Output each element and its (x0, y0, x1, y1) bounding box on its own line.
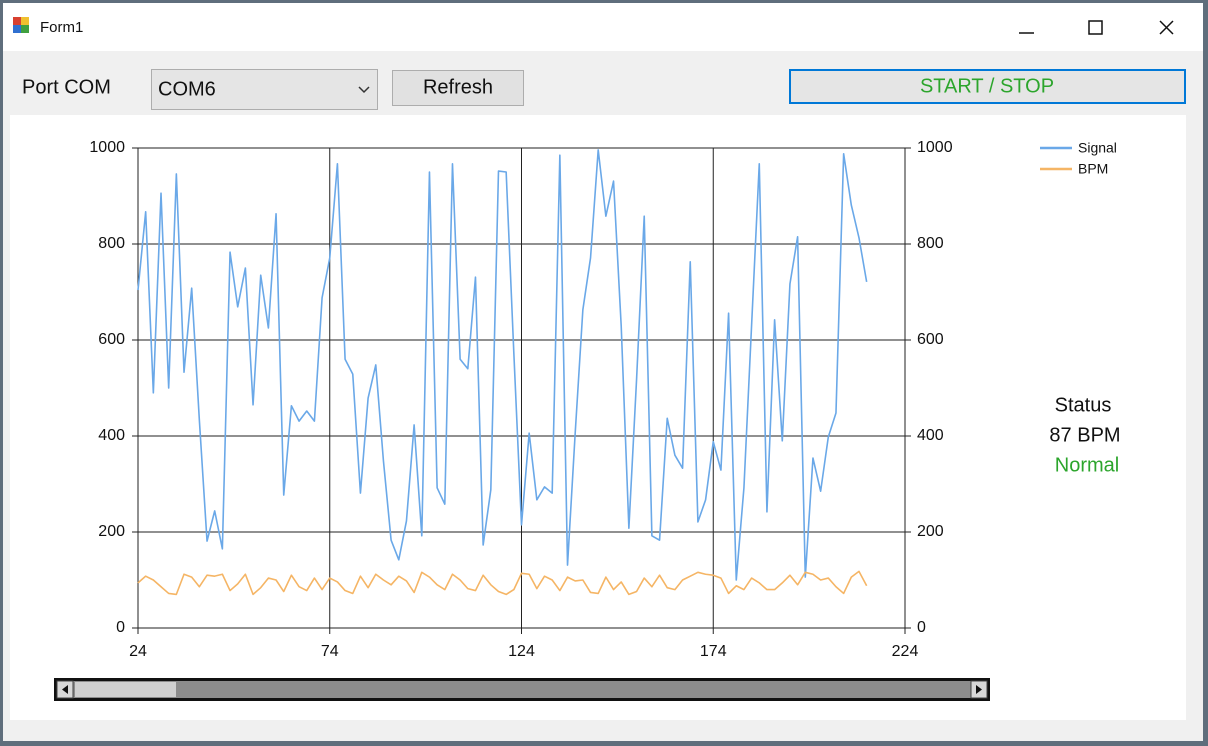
x-tick-label: 224 (892, 643, 919, 660)
y-tick-label: 1000 (89, 139, 125, 156)
start-stop-button[interactable] (789, 69, 1186, 104)
combo-box[interactable] (151, 69, 378, 110)
x-tick-label: 24 (129, 643, 147, 660)
combo-value[interactable]: COM6 (158, 78, 216, 100)
refresh-label[interactable]: Refresh (423, 76, 493, 98)
legend-label: BPM (1078, 161, 1108, 177)
window-title: Form1 (40, 19, 83, 36)
scroll-right-arrow (976, 685, 982, 694)
y-tick-label: 200 (98, 523, 125, 540)
refresh-button[interactable] (392, 70, 524, 106)
port-combo[interactable]: COM6 (151, 69, 378, 110)
y2-tick-label: 400 (917, 427, 944, 444)
series-line (137, 149, 868, 581)
y2-tick-label: 1000 (917, 139, 953, 156)
scroll-left-arrow (62, 685, 68, 694)
y2-tick-label: 0 (917, 619, 926, 636)
y-tick-label: 0 (116, 619, 125, 636)
scroll-thumb[interactable] (75, 682, 176, 697)
title-bar (3, 3, 1203, 51)
y-tick-label: 600 (98, 331, 125, 348)
x-tick-label: 74 (321, 643, 339, 660)
y-tick-label: 400 (98, 427, 125, 444)
y2-tick-label: 800 (917, 235, 944, 252)
series-line (137, 570, 868, 596)
status-label: Status (1055, 394, 1112, 416)
port-label: Port COM (22, 76, 111, 98)
status-state: Normal (1055, 454, 1119, 476)
scrollbar[interactable] (54, 678, 990, 701)
maximize-button[interactable] (1088, 20, 1103, 35)
status-bpm: 87 BPM (1049, 424, 1120, 446)
x-tick-label: 124 (508, 643, 535, 660)
app-icon (13, 17, 29, 33)
x-tick-label: 174 (700, 643, 727, 660)
combo-arrow[interactable] (358, 86, 370, 94)
chart: 0 200 400 600 800 1000 0 200 400 600 800 1000 24 74 12… (89, 139, 1117, 660)
y2-tick-label: 600 (917, 331, 944, 348)
y2-tick-label: 200 (917, 523, 944, 540)
chart-area (10, 115, 1186, 720)
scrollbar-track[interactable] (57, 681, 987, 698)
y-tick-label: 800 (98, 235, 125, 252)
legend-label: Signal (1078, 140, 1117, 156)
start-stop-label[interactable]: START / STOP (920, 75, 1054, 97)
close-button[interactable] (1159, 20, 1174, 35)
